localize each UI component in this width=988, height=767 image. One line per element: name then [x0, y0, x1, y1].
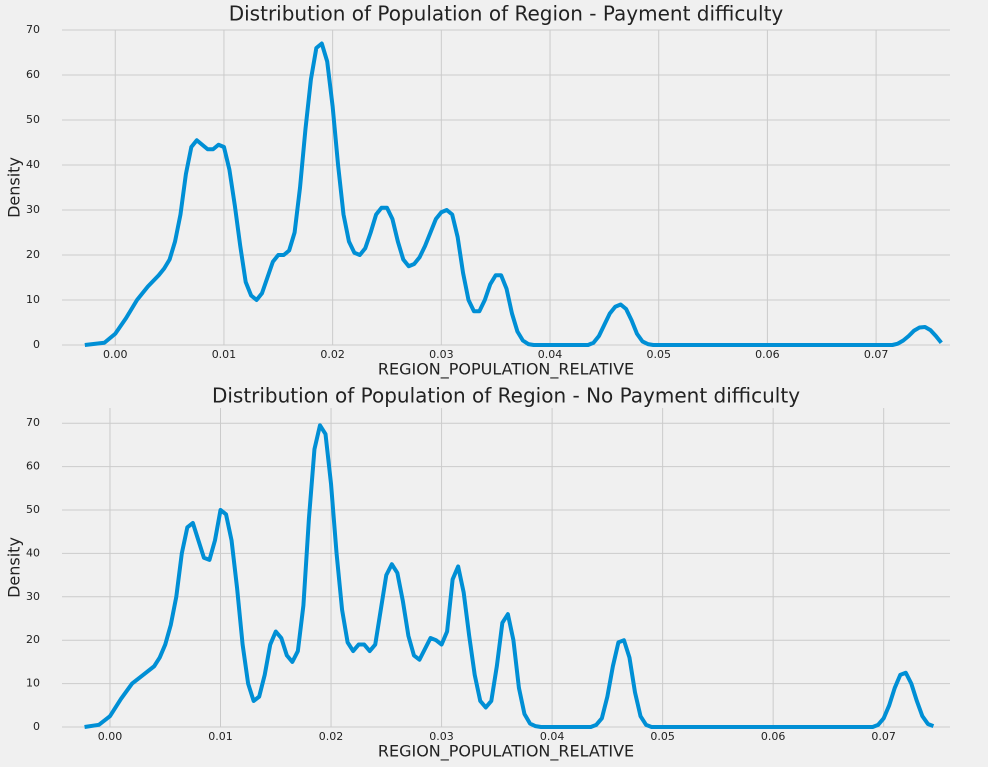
y-tick-label: 40 — [26, 546, 40, 559]
chart-title: Distribution of Population of Region - N… — [212, 384, 800, 408]
y-tick-label: 30 — [26, 203, 40, 216]
x-tick-label: 0.07 — [871, 730, 896, 743]
chart-title: Distribution of Population of Region - P… — [229, 2, 784, 26]
y-tick-label: 40 — [26, 158, 40, 171]
x-tick-label: 0.07 — [864, 348, 889, 361]
y-axis-label: Density — [5, 157, 24, 218]
x-tick-label: 0.02 — [319, 730, 344, 743]
x-axis-label: REGION_POPULATION_RELATIVE — [378, 742, 634, 762]
x-tick-label: 0.05 — [646, 348, 671, 361]
y-tick-label: 50 — [26, 113, 40, 126]
y-tick-label: 70 — [26, 416, 40, 429]
y-tick-label: 0 — [33, 338, 40, 351]
y-tick-label: 10 — [26, 293, 40, 306]
y-tick-label: 10 — [26, 677, 40, 690]
x-tick-label: 0.03 — [429, 730, 454, 743]
x-tick-label: 0.04 — [540, 730, 565, 743]
x-tick-label: 0.00 — [98, 730, 123, 743]
y-tick-label: 0 — [33, 720, 40, 733]
x-tick-label: 0.04 — [538, 348, 563, 361]
density-line — [84, 41, 943, 347]
y-axis-label: Density — [5, 537, 24, 598]
x-tick-label: 0.01 — [208, 730, 233, 743]
y-tick-label: 30 — [26, 590, 40, 603]
y-tick-label: 20 — [26, 248, 40, 261]
x-axis-label: REGION_POPULATION_RELATIVE — [378, 360, 634, 380]
density-line — [84, 423, 935, 729]
y-tick-label: 50 — [26, 503, 40, 516]
x-tick-label: 0.03 — [429, 348, 454, 361]
y-tick-label: 20 — [26, 633, 40, 646]
x-tick-label: 0.02 — [320, 348, 345, 361]
y-tick-label: 60 — [26, 460, 40, 473]
x-tick-label: 0.06 — [761, 730, 786, 743]
x-tick-label: 0.05 — [650, 730, 675, 743]
y-tick-label: 70 — [26, 23, 40, 36]
x-tick-label: 0.01 — [212, 348, 237, 361]
x-tick-label: 0.00 — [103, 348, 128, 361]
y-tick-label: 60 — [26, 68, 40, 81]
x-tick-label: 0.06 — [755, 348, 780, 361]
